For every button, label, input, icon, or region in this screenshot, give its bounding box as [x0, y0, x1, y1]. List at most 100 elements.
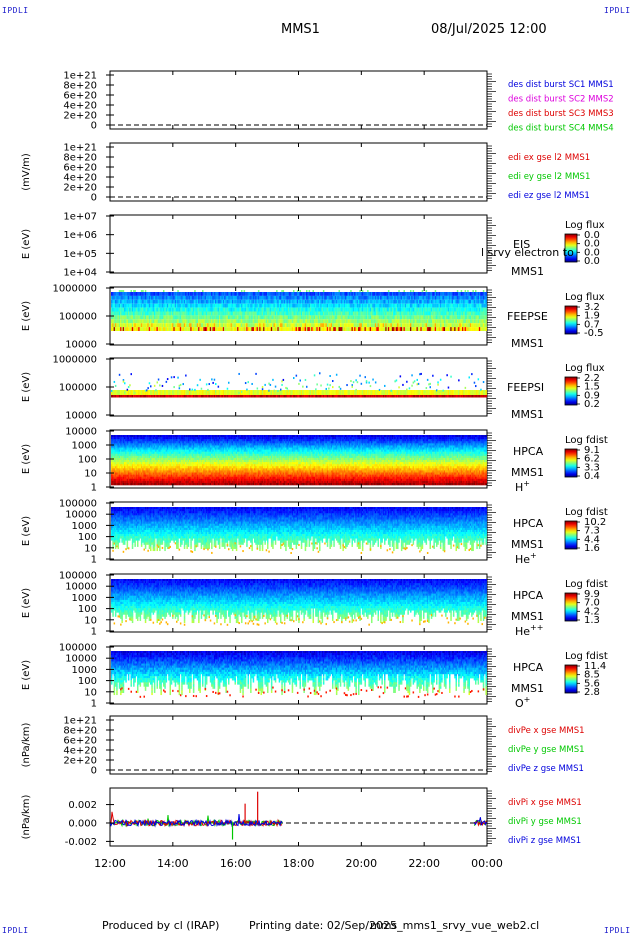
panel-feepse-cell — [281, 327, 283, 331]
panel-feepse-cell — [121, 308, 123, 312]
panel-feepse-cell — [210, 323, 212, 327]
panel-feepse-cell — [414, 304, 416, 308]
panel-feepse-cell — [437, 315, 439, 319]
panel-feepse-cell — [315, 308, 317, 312]
panel-feepse-cell — [379, 300, 381, 304]
panel-feepse-cell — [293, 296, 295, 300]
panel-feepsi-cell — [121, 390, 123, 395]
panel-feepse-cell — [222, 323, 224, 327]
panel-feepse-cell — [302, 315, 304, 319]
panel-feepse-cell — [459, 323, 461, 327]
panel-feepse-cell — [366, 312, 368, 316]
panel-feepse-cell — [188, 292, 190, 296]
panel-feepse-cell — [470, 300, 472, 304]
panel-feepse-cell — [181, 315, 183, 319]
panel-feepse-cell — [335, 315, 337, 319]
panel-feepse-cell — [431, 319, 433, 323]
panel-feepse-cell — [267, 315, 269, 319]
panel-feepse-cell — [172, 315, 174, 319]
panel-feepse-cell — [337, 323, 339, 327]
panel-feepse-cell — [136, 327, 138, 331]
panel-feepse-cell — [331, 304, 333, 308]
panel-feepse-cell — [124, 308, 126, 312]
panel-feepse-cell — [173, 312, 175, 316]
panel-feepse-cell — [298, 319, 300, 323]
panel-feepse-cell — [300, 319, 302, 323]
panel-feepse-cell — [371, 308, 373, 312]
panel-feepse-cell — [379, 315, 381, 319]
panel-feepse-cell — [331, 300, 333, 304]
panel-feepse-cell — [459, 296, 461, 300]
panel-feepse-cell — [407, 327, 409, 331]
panel-feepse-cell — [453, 323, 455, 327]
panel-feepse-cell — [391, 304, 393, 308]
panel-feepse-cell — [348, 304, 350, 308]
panel-feepse-cell — [292, 300, 294, 304]
panel-feepse-cell — [288, 315, 290, 319]
panel-feepse-cell — [293, 323, 295, 327]
panel-feepse-cell — [344, 296, 346, 300]
panel-feepse-cell — [324, 292, 326, 296]
panel-eis-ytick-label: 1e+04 — [63, 268, 97, 279]
panel-feepse-cell — [457, 312, 459, 316]
panel-feepse-cell — [138, 296, 140, 300]
panel-feepse-cell — [207, 296, 209, 300]
panel-feepse-cell — [210, 300, 212, 304]
panel-feepse-cell — [385, 315, 387, 319]
panel-feepse-cell — [352, 315, 354, 319]
panel-feepse-cell — [463, 296, 465, 300]
panel-feepse-cell — [184, 319, 186, 323]
panel-feepse-cell — [236, 312, 238, 316]
panel-feepse-cell — [309, 315, 311, 319]
panel-feepse-cell — [297, 292, 299, 296]
panel-feepse-cell — [207, 327, 209, 331]
panel-feepse-cell — [267, 300, 269, 304]
panel-feepse-cell — [415, 315, 417, 319]
panel-feepse-cell — [414, 315, 416, 319]
panel-feepse-cell — [445, 296, 447, 300]
panel-feepse-cell — [159, 312, 161, 316]
panel-feepse-cell — [411, 312, 413, 316]
panel-feepsi-cell — [129, 390, 131, 395]
panel-feepse-cell — [374, 327, 376, 331]
panel-feepse-cell — [250, 323, 252, 327]
panel-feepse-cell — [127, 323, 129, 327]
panel-feepse-cell — [437, 319, 439, 323]
panel-feepse-cell — [272, 300, 274, 304]
panel-feepse-cell — [388, 315, 390, 319]
panel-feepse-cell — [405, 315, 407, 319]
panel-feepse-cell — [385, 300, 387, 304]
panel-feepse-cell — [140, 312, 142, 316]
panel-feepse-cell — [149, 304, 151, 308]
panel-feepse-cell — [224, 308, 226, 312]
panel-feepsi-cell — [140, 395, 142, 398]
panel-feepse-cell — [218, 312, 220, 316]
panel-feepse-cell — [271, 304, 273, 308]
panel-feepse-cell — [400, 312, 402, 316]
panel-feepse-cell — [371, 304, 373, 308]
panel-feepse-cell — [121, 290, 123, 292]
panel-feepse-cell — [190, 327, 192, 331]
panel-feepse-cell — [287, 323, 289, 327]
panel-feepse-cell — [420, 304, 422, 308]
panel-feepse-cell — [137, 312, 139, 316]
panel-feepse-cell — [320, 304, 322, 308]
panel-feepse-cell — [306, 327, 308, 331]
panel-feepse-cell — [394, 315, 396, 319]
panel-feepse-cell — [480, 300, 482, 304]
panel-eis-cbar-tick-label: 0.0 — [584, 256, 600, 267]
panel-feepse-cell — [318, 300, 320, 304]
panel-feepse-cell — [336, 323, 338, 327]
panel-feepse-cell — [146, 308, 148, 312]
panel-feepse-cell — [180, 296, 182, 300]
panel-feepse-cell — [268, 315, 270, 319]
panel-feepse-cell — [244, 296, 246, 300]
panel-feepse-cell — [238, 308, 240, 312]
panel-feepse-cell — [185, 312, 187, 316]
panel-feepse-cell — [171, 315, 173, 319]
panel-feepse-cell — [207, 323, 209, 327]
panel-feepsi-spectrogram — [111, 372, 487, 397]
panel-feepse-cell — [251, 296, 253, 300]
panel-feepse-cell — [133, 312, 135, 316]
panel-feepse-cell — [250, 296, 252, 300]
